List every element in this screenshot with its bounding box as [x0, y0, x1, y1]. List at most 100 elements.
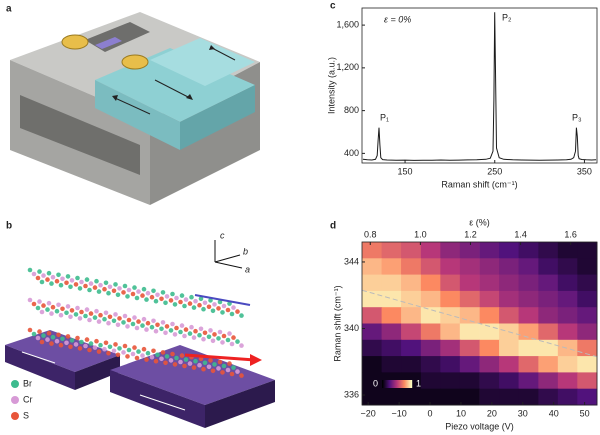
- atom: [130, 351, 136, 357]
- atom: [87, 317, 92, 323]
- atom: [153, 328, 159, 334]
- atom: [191, 335, 197, 340]
- heatmap-cell: [362, 274, 383, 292]
- atom: [117, 346, 122, 351]
- atom: [221, 303, 227, 309]
- atom: [170, 321, 175, 327]
- y-tick-label: 344: [344, 256, 359, 266]
- heatmap-cell: [518, 290, 539, 308]
- atom: [178, 329, 183, 335]
- heatmap-cell: [518, 258, 539, 276]
- colorbar-segment: [385, 380, 387, 388]
- x-tick-label: 40: [549, 408, 559, 418]
- atom: [88, 281, 94, 286]
- atom: [75, 335, 80, 341]
- atom: [144, 357, 149, 362]
- heatmap-cell: [479, 242, 500, 259]
- heatmap-cell: [499, 290, 520, 308]
- heatmap-cell: [577, 242, 598, 259]
- atom: [130, 291, 136, 297]
- atom: [189, 324, 194, 330]
- atom: [49, 281, 54, 286]
- heatmap-cell: [381, 339, 402, 357]
- y-tick-label: 336: [344, 389, 359, 399]
- heatmap-cell: [499, 372, 520, 390]
- heatmap-cell: [459, 323, 480, 341]
- atom: [141, 286, 147, 292]
- atom: [103, 310, 109, 316]
- atom: [183, 327, 189, 332]
- heatmap-cell: [401, 242, 422, 259]
- atom: [170, 351, 175, 357]
- atom: [201, 306, 206, 312]
- atom: [79, 279, 84, 285]
- heatmap-cell: [499, 274, 520, 292]
- atom: [94, 308, 99, 314]
- atom: [113, 312, 118, 317]
- heatmap-cell: [557, 274, 578, 292]
- atom: [113, 282, 118, 287]
- x-tick-label: −20: [361, 408, 376, 418]
- heatmap-cell: [557, 339, 578, 357]
- atom: [239, 373, 244, 378]
- atom: [45, 277, 50, 282]
- atom: [179, 293, 185, 298]
- atom: [235, 369, 240, 374]
- atom: [197, 362, 202, 368]
- atom: [27, 327, 33, 333]
- spectrum-line: [362, 12, 597, 161]
- atom: [145, 320, 151, 326]
- chart-title: ε = 0%: [384, 14, 411, 24]
- heatmap-cell: [538, 307, 559, 324]
- atom: [145, 290, 151, 296]
- atom: [107, 284, 113, 290]
- atom: [160, 350, 166, 355]
- atom: [225, 337, 231, 343]
- heatmap-cell: [440, 242, 461, 259]
- colorbar-segment: [411, 380, 413, 388]
- atom: [77, 346, 83, 351]
- colorbar-segment: [387, 380, 389, 388]
- atom: [117, 316, 122, 321]
- y-tick-label: 1,200: [336, 62, 359, 72]
- heatmap-cell: [518, 372, 539, 390]
- atom: [151, 288, 156, 294]
- heatmap-cell: [518, 274, 539, 292]
- atom: [83, 283, 88, 289]
- atom: [239, 343, 244, 348]
- heatmap-cell: [538, 242, 559, 259]
- atom: [68, 284, 73, 290]
- atom: [111, 318, 117, 324]
- atom: [37, 269, 42, 274]
- atom: [202, 300, 208, 306]
- atom: [122, 283, 128, 289]
- heatmap-cell: [420, 356, 441, 373]
- x2-tick-label: 1.2: [464, 229, 477, 239]
- atom: [56, 332, 61, 338]
- atom: [79, 339, 84, 345]
- atom: [172, 362, 178, 367]
- atom: [159, 356, 164, 362]
- x-tick-label: 10: [456, 408, 466, 418]
- atom: [151, 348, 156, 354]
- atom: [210, 368, 216, 374]
- x-tick-label: 20: [487, 408, 497, 418]
- colorbar-segment: [401, 380, 403, 388]
- atom: [140, 353, 145, 358]
- heatmap-cell: [577, 388, 598, 406]
- atom: [37, 329, 42, 334]
- axis-label: a: [245, 264, 250, 274]
- colorbar-segment: [391, 380, 393, 388]
- atom: [50, 334, 56, 340]
- heatmap-cell: [459, 274, 480, 292]
- heatmap-cell: [362, 339, 383, 357]
- atom: [96, 319, 102, 324]
- heatmap-cell: [577, 307, 598, 324]
- atom: [170, 291, 175, 297]
- atom: [208, 298, 213, 303]
- atom: [98, 312, 103, 318]
- heatmap-cell: [381, 356, 402, 373]
- legend-label: Cr: [23, 394, 33, 404]
- atom: [92, 315, 98, 320]
- atom: [179, 353, 185, 358]
